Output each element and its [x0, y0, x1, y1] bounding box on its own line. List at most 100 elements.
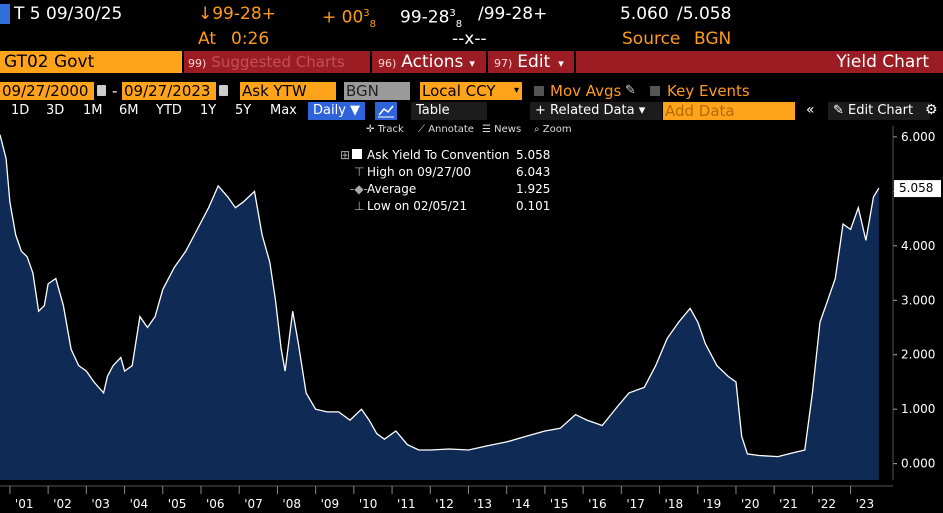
gear-icon[interactable]: ⚙ [925, 102, 938, 118]
x-tick-label: '06 [206, 497, 225, 511]
dropdown-arrow-icon: ▾ [558, 57, 564, 70]
x-tick-label: '16 [588, 497, 607, 511]
end-date-field[interactable]: 09/27/2023 [122, 82, 216, 100]
mov-avgs-checkbox[interactable] [534, 86, 544, 96]
period-1m[interactable]: 1M [83, 103, 103, 118]
period-6m[interactable]: 6M [119, 103, 139, 118]
bid-price: 99-2838 [400, 7, 463, 31]
table-button[interactable]: Table [411, 102, 487, 120]
period-row: 1D 3D 1M 6M YTD 1Y 5Y Max Daily ▼ Table … [0, 101, 943, 120]
pricing-source-field[interactable]: BGN [344, 82, 410, 100]
quote-bar: T 5 09/30/25 ↓99-28+ + 0038 99-2838 /99-… [0, 0, 943, 50]
legend-average-value: 1.925 [516, 182, 551, 196]
legend-series-value: 5.058 [516, 148, 551, 162]
chart-type-title: Yield Chart [836, 52, 929, 72]
track-tool[interactable]: ✛ Track [366, 124, 404, 135]
x-tick-label: '11 [397, 497, 416, 511]
field-selector[interactable]: Ask YTW [240, 82, 336, 100]
pencil-icon: ✎ [833, 103, 849, 118]
x-tick-label: '05 [168, 497, 187, 511]
x-tick-label: '21 [779, 497, 798, 511]
key-events-checkbox[interactable] [650, 86, 660, 96]
series-swatch [352, 149, 362, 159]
x-tick-label: '02 [53, 497, 72, 511]
start-date-field[interactable]: 09/27/2000 [0, 82, 94, 100]
calendar-icon[interactable] [97, 85, 106, 96]
y-tick-label: 6.000 [901, 130, 935, 144]
x-tick-label: '14 [512, 497, 531, 511]
line-chart-button[interactable] [375, 102, 397, 120]
collapse-icon[interactable]: « [806, 102, 815, 118]
period-max[interactable]: Max [270, 103, 297, 118]
x-tick-label: '15 [550, 497, 569, 511]
x-tick-label: '04 [130, 497, 149, 511]
suggested-charts-menu[interactable]: 99) Suggested Charts [188, 53, 345, 71]
period-ytd[interactable]: YTD [156, 103, 182, 118]
edit-menu[interactable]: 97) Edit ▾ [494, 52, 564, 72]
x-tick-label: '19 [703, 497, 722, 511]
series-line [0, 134, 880, 458]
security-marker-icon [0, 4, 10, 24]
x-tick-label: '18 [665, 497, 684, 511]
zoom-tool[interactable]: ⌕ Zoom [534, 124, 572, 135]
x-tick-label: '09 [321, 497, 340, 511]
crosshair-icon: ✛ [366, 124, 378, 135]
chart-legend: ⊞ Ask Yield To Convention 5.058 ⊤ High o… [340, 147, 550, 215]
ticker-label: T 5 09/30/25 [14, 4, 123, 24]
x-tick-label: '08 [282, 497, 301, 511]
x-tick-label: '07 [244, 497, 263, 511]
price-change: ↓99-28+ [198, 4, 276, 24]
dropdown-arrow-icon: ▾ [513, 85, 519, 96]
x-tick-label: '12 [435, 497, 454, 511]
date-dash: - [112, 82, 118, 100]
y-tick-label: 0.000 [901, 457, 935, 471]
period-5y[interactable]: 5Y [235, 103, 252, 118]
period-1y[interactable]: 1Y [200, 103, 217, 118]
x-tick-label: '23 [856, 497, 875, 511]
y-tick-label: 4.000 [901, 239, 935, 253]
frequency-dropdown[interactable]: Daily ▼ [308, 102, 366, 120]
y-tick-label: 3.000 [901, 293, 935, 307]
mov-avgs-label: Mov Avgs [550, 82, 622, 100]
line-chart-icon [378, 105, 394, 118]
x-tick-label: '10 [359, 497, 378, 511]
at-time: 0:26 [231, 29, 270, 49]
legend-low-value: 0.101 [516, 199, 551, 213]
period-1d[interactable]: 1D [11, 103, 30, 118]
series-area [0, 134, 879, 480]
news-tool[interactable]: ☰ News [482, 124, 522, 135]
low-icon: ⊥ [354, 199, 365, 213]
legend-expand-icon: ⊞ [340, 148, 351, 162]
add-data-input[interactable]: Add Data [663, 102, 795, 120]
yield-chart[interactable]: 0.0001.0002.0003.0004.0005.0006.000'01'0… [0, 120, 943, 513]
legend-average-label: Average [367, 182, 417, 196]
last-value-label: 5.058 [899, 181, 933, 195]
x-tick-label: '01 [15, 497, 34, 511]
annotate-tool[interactable]: ⟋ Annotate [418, 124, 474, 135]
quote-size: --x-- [452, 29, 487, 49]
period-3d[interactable]: 3D [46, 103, 65, 118]
x-tick-label: '22 [817, 497, 836, 511]
legend-series-label: Ask Yield To Convention [367, 148, 510, 162]
news-icon: ☰ [482, 124, 495, 135]
net-change: + 0038 [322, 7, 377, 31]
key-events-label: Key Events [667, 82, 750, 100]
x-tick-label: '20 [741, 497, 760, 511]
yield-bid: 5.060 [620, 4, 669, 24]
source-label: Source [622, 29, 681, 49]
actions-menu[interactable]: 96) Actions ▾ [378, 52, 475, 72]
currency-selector[interactable]: Local CCY ▾ [420, 82, 522, 100]
menu-bar: GT02 Govt 99) Suggested Charts 96) Actions… [0, 51, 943, 73]
legend-high-value: 6.043 [516, 165, 551, 179]
related-data-menu[interactable]: + Related Data ▾ [530, 102, 662, 120]
y-tick-label: 2.000 [901, 348, 935, 362]
last-value-box [894, 180, 941, 198]
at-label: At [198, 29, 216, 49]
pencil-icon[interactable]: ✎ [625, 83, 636, 98]
legend-high-label: High on 09/27/00 [367, 165, 472, 179]
edit-chart-button[interactable]: ✎ Edit Chart [828, 102, 930, 120]
security-field[interactable]: GT02 Govt [0, 51, 184, 73]
pen-icon: ⟋ [418, 124, 429, 135]
calendar-icon[interactable] [219, 85, 228, 96]
yield-ask: /5.058 [677, 4, 732, 24]
